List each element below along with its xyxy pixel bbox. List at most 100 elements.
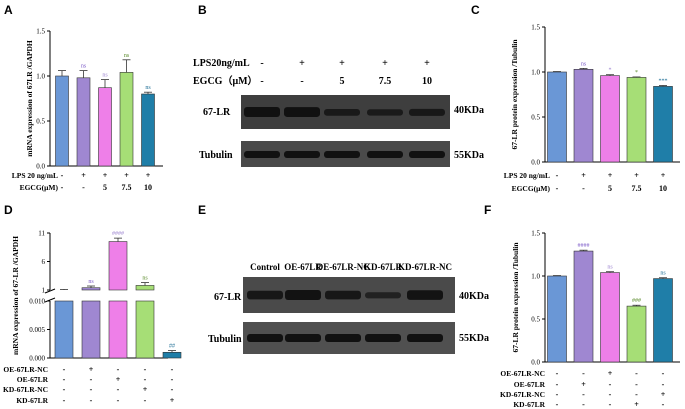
condition-value: - [63,396,66,405]
blot-b-band-67lr [324,109,360,116]
panel-letter-c: C [471,3,480,17]
bar-upper-segment [135,285,155,291]
y-tick-label: 11 [38,230,45,238]
blot-b-lps-mark: + [424,58,430,69]
significance-label: * [609,68,612,74]
condition-value: - [556,369,559,378]
blot-b-band-67lr [284,107,320,117]
condition-value: + [143,385,148,394]
bar [626,77,647,163]
blot-b-band-tubulin [367,151,403,158]
blot-b-egcg-mark: - [300,76,303,87]
western-blot-b: LPS20ng/mL EGCG（μM） --+-+5+7.5+10 67-LR … [193,58,484,167]
bar [547,71,567,163]
y-axis-title: 67-LR protein expression /Tubulin [511,242,520,353]
blot-b-band-tubulin [324,151,360,158]
blot-e-band-67lr [407,290,443,300]
blot-b-lps-mark: + [382,58,388,69]
bar [55,75,69,167]
condition-value: - [609,390,612,399]
blot-b-egcg-label: EGCG（μM） [193,74,258,87]
condition-value: 7.5 [632,184,642,193]
condition-value: - [582,369,585,378]
blot-e-row-tubulin: Tubulin [208,334,242,345]
condition-value: - [662,369,665,378]
blot-b-band-tubulin [284,151,320,158]
bar [573,250,594,363]
condition-value: + [634,171,639,180]
chart-f-protein-67lr: 0.0 0.5 1.0 1.5 67-LR protein expression /Tu… [500,230,680,409]
chart-c-protein-67lr: 0.0 0.5 1.0 1.5 67-LR protein expression /Tu… [504,24,680,193]
significance-label: ns [145,85,151,91]
condition-value: + [103,171,108,180]
blot-e-lane-label: OE-67LR-NC [316,262,370,272]
y-tick-label: 1.5 [531,230,540,238]
bar [162,351,182,359]
blot-e-band-tubulin [285,334,321,342]
condition-value: - [144,396,147,405]
blot-b-lps-label: LPS20ng/mL [193,58,250,69]
blot-e-lane-label: KD-67LR-NC [398,262,452,272]
significance-label: ### [632,298,641,304]
y-tick-label: 0.5 [531,316,540,324]
blot-e-band-67lr [247,290,283,300]
condition-value: - [635,380,638,389]
bar-lower-segment [135,300,155,359]
y-tick-label: 0.000 [29,355,45,363]
condition-value: - [556,171,559,180]
condition-value: + [170,396,175,405]
bar [626,305,647,363]
blot-b-band-tubulin [244,151,280,158]
blot-e-band-67lr [365,292,401,299]
blot-e-size-55kda: 55KDa [459,333,489,344]
condition-value: - [556,400,559,409]
significance-label: ns [81,64,87,70]
bar-lower-segment [81,300,101,359]
blot-e-size-40kda: 40KDa [459,291,489,302]
blot-e-row-67lr: 67-LR [214,292,242,303]
axis-break-mark [44,288,56,294]
bar [119,72,134,167]
y-tick-label: 1.0 [531,273,540,281]
blot-b-row-67lr: 67-LR [203,107,231,118]
bar [600,75,620,163]
bar-upper-segment [108,241,128,291]
y-tick-label: 0.5 [36,118,45,126]
blot-e-band-67lr [325,290,361,300]
blot-e-band-tubulin [365,334,401,342]
bar [600,272,620,363]
condition-value: - [61,171,64,180]
condition-value: - [63,385,66,394]
y-tick-label: 0.5 [531,114,540,122]
condition-value: - [582,400,585,409]
condition-value: + [608,171,613,180]
y-tick-label: 0.005 [29,326,45,334]
condition-value: + [661,390,666,399]
significance-label: #### [578,243,590,249]
condition-row-label: OE-67LR [514,380,546,389]
blot-b-band-tubulin [409,151,445,158]
y-tick-label: 1.0 [36,73,45,81]
y-tick-label: 1.5 [36,28,45,36]
condition-row-label: LPS 20 ng/mL [504,171,550,180]
condition-value: - [556,390,559,399]
condition-value: + [116,375,121,384]
condition-value: - [61,183,64,192]
significance-label: ns [607,265,613,271]
condition-value: + [81,171,86,180]
condition-value: - [609,400,612,409]
blot-b-lps-mark: + [339,58,345,69]
condition-value: - [556,184,559,193]
condition-value: 7.5 [122,183,132,192]
condition-value: - [90,385,93,394]
condition-row-label: LPS 20 ng/mL [12,171,58,180]
blot-b-band-67lr [409,108,445,116]
condition-row-label: OE-67LR [17,375,49,384]
y-tick-label: 1.0 [531,69,540,77]
condition-value: - [635,390,638,399]
condition-value: - [90,396,93,405]
blot-e-band-tubulin [247,334,283,342]
condition-row-label: EGCG(μM) [512,184,551,193]
y-tick-label: 0.0 [531,159,540,167]
bar-upper-segment [81,287,101,291]
